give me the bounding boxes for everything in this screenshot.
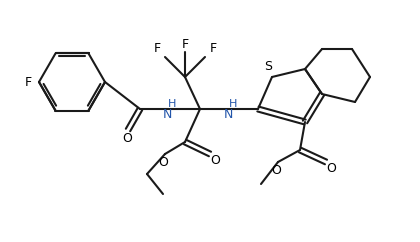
Text: O: O	[326, 161, 336, 174]
Text: O: O	[122, 131, 132, 144]
Text: F: F	[24, 76, 32, 89]
Text: O: O	[158, 156, 168, 168]
Text: F: F	[210, 43, 217, 55]
Text: S: S	[264, 60, 272, 74]
Text: O: O	[210, 153, 220, 166]
Text: H: H	[168, 99, 176, 109]
Text: F: F	[153, 43, 160, 55]
Text: N: N	[223, 108, 233, 121]
Text: N: N	[162, 108, 172, 121]
Text: H: H	[229, 99, 237, 109]
Text: O: O	[271, 165, 281, 177]
Text: F: F	[181, 38, 189, 51]
